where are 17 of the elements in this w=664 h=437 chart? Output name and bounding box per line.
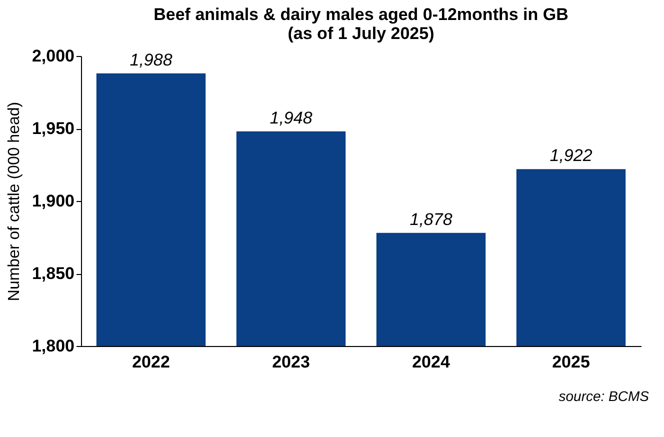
x-tick-label: 2022: [132, 352, 170, 372]
data-label: 1,988: [130, 50, 173, 70]
data-label: 1,922: [550, 146, 593, 166]
x-tick-label: 2024: [412, 352, 450, 372]
y-axis-title: Number of cattle (000 head): [6, 102, 23, 302]
source-note: source: BCMS: [558, 388, 650, 404]
y-tick-label: 2,000: [32, 46, 74, 66]
y-tick-label: 1,850: [32, 264, 74, 283]
y-tick-label: 1,800: [32, 336, 74, 356]
text: Beef animals & dairy males aged 0-12months in GB: [154, 5, 568, 24]
y-tick-label: 1,950: [32, 119, 74, 138]
y-tick-label: 1,900: [32, 192, 74, 210]
data-label: 1,948: [270, 108, 313, 128]
data-label: 1,878: [410, 210, 453, 229]
text: (as of 1 July 2025): [288, 24, 434, 43]
x-tick-label: 2025: [552, 352, 590, 372]
x-tick-label: 2023: [272, 352, 310, 372]
